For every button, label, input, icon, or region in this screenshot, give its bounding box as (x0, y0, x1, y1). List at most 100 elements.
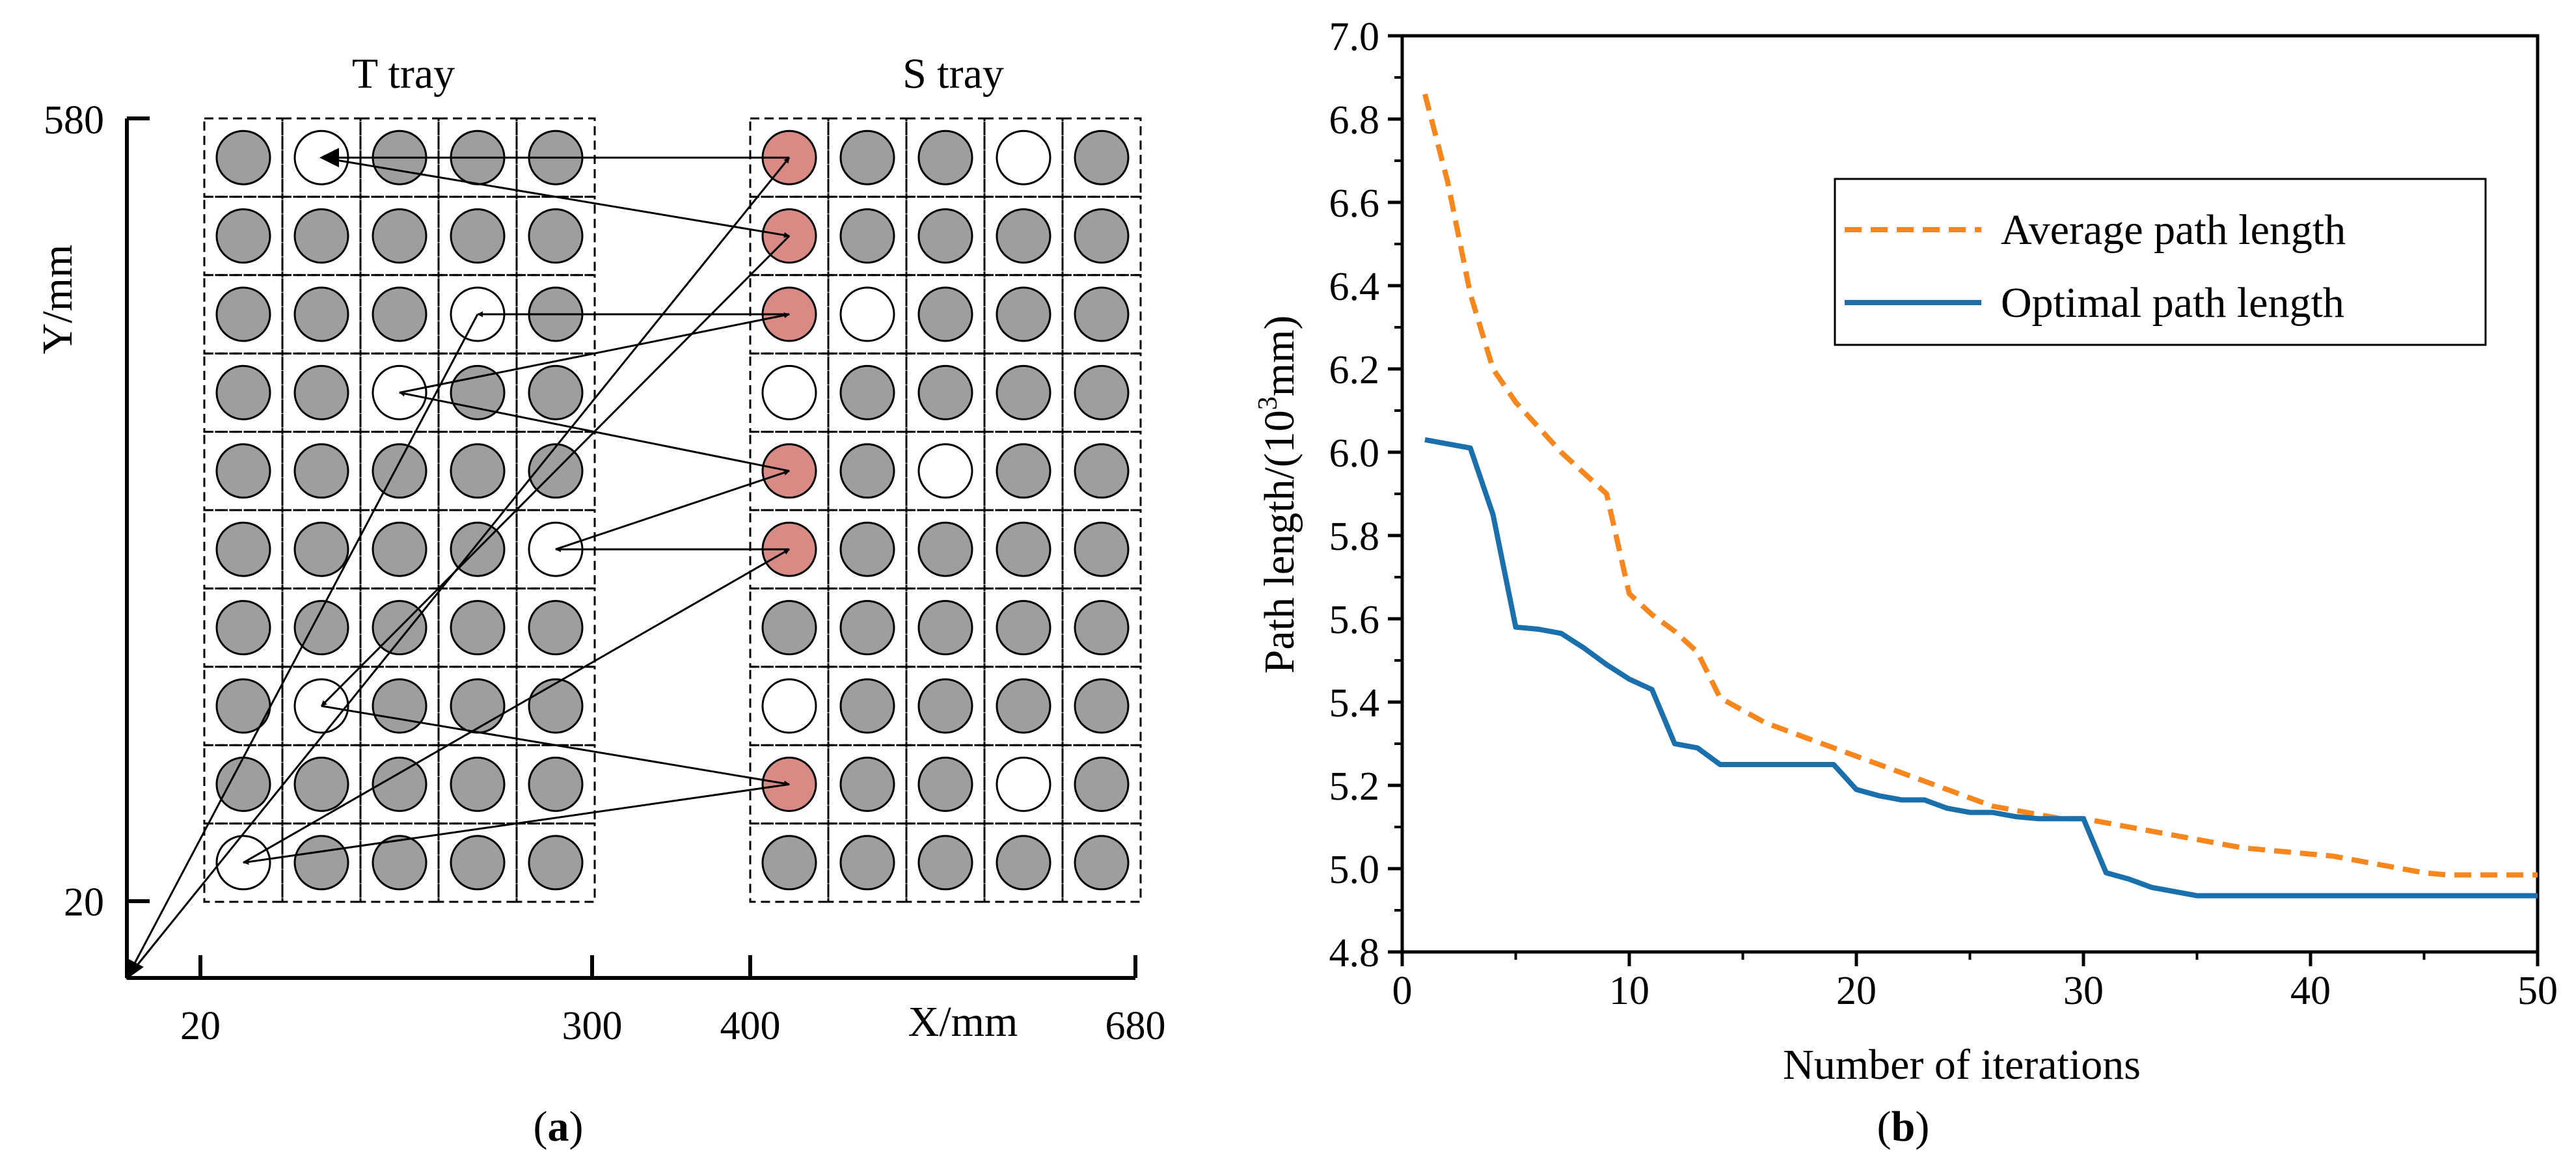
tray-s-hole-empty (761, 364, 817, 420)
y-tick-label: 7.0 (1329, 15, 1380, 59)
y-tick-label: 5.4 (1329, 681, 1380, 725)
tray-s-hole-filled (1074, 678, 1130, 734)
tray-t-cell (515, 195, 596, 277)
tray-t-hole-filled (528, 756, 584, 812)
path-arrow (243, 783, 790, 865)
tray-t-hole-filled (450, 443, 506, 499)
path-arrow (243, 548, 790, 864)
tray-t-hole-filled (215, 678, 271, 734)
caption-a: (a) (534, 1103, 584, 1150)
tray-t-label: T tray (352, 50, 455, 98)
tray-t-hole-filled (372, 443, 427, 499)
tray-s-hole-filled (996, 364, 1051, 420)
y-tick-label: 5.2 (1329, 765, 1380, 809)
caption-a-letter: a (548, 1103, 569, 1150)
tray-t-hole-filled (528, 835, 584, 891)
tray-t-hole-filled (293, 208, 349, 264)
path-arrow (126, 314, 479, 980)
tray-s-cell (1061, 352, 1142, 433)
tray-t-hole-filled (372, 756, 427, 812)
tray-s-cell (1061, 587, 1142, 668)
panel-a: T tray S tray 580 20 20 300 400 680 X/mm… (34, 50, 1166, 1150)
tray-s-hole-filled (917, 129, 973, 185)
tray-s-hole-filled (917, 364, 973, 420)
tray-t-hole-filled (450, 756, 506, 812)
tray-s-hole-filled (839, 678, 895, 734)
tray-t-cell (515, 744, 596, 825)
x-tick-label-400: 400 (720, 1004, 781, 1048)
y-tick-label: 6.6 (1329, 182, 1380, 226)
path-arrow (399, 390, 790, 472)
tray-s-hole-filled (839, 521, 895, 577)
x-ticks: 0 10 20 30 40 50 (1392, 952, 2558, 1013)
tray-s-hole-filled (839, 208, 895, 264)
x-tick-label: 40 (2290, 969, 2331, 1013)
tray-s-hole-filled (1074, 364, 1130, 420)
tray-t-hole-filled (450, 678, 506, 734)
tray-s-hole-filled (917, 756, 973, 812)
tray-s-hole-filled (839, 835, 895, 891)
tray-t-hole-filled (450, 208, 506, 264)
tray-s-hole-filled (996, 208, 1051, 264)
x-tick-label-300: 300 (562, 1004, 623, 1048)
path-arrow (399, 312, 790, 394)
x-tick-label: 30 (2063, 969, 2104, 1013)
y-tick-label-580: 580 (44, 98, 104, 142)
tray-t-hole-filled (215, 208, 271, 264)
tray-s-hole-empty (996, 756, 1051, 812)
tray-s-hole-filled (1074, 208, 1130, 264)
tray-s-hole-filled (996, 521, 1051, 577)
y-axis-label-b: Path length/(103mm) (1253, 316, 1303, 674)
tray-t-hole-filled (215, 129, 271, 185)
tray-s-hole-filled (1074, 129, 1130, 185)
legend: Average path length Optimal path length (1834, 178, 2487, 346)
tray-s-hole-filled (996, 600, 1051, 656)
x-axis-label-a: X/mm (908, 998, 1018, 1046)
tray-s-hole-filled (839, 129, 895, 185)
svg-text:(b): (b) (1877, 1103, 1930, 1150)
tray-s-hole-filled (1074, 600, 1130, 656)
tray-s-hole-empty (761, 678, 817, 734)
tray-t-hole-filled (215, 286, 271, 342)
tray-t-hole-filled (372, 286, 427, 342)
y-tick-label: 5.0 (1329, 848, 1380, 892)
tray-s-hole-filled (917, 600, 973, 656)
tray-s-hole-empty (996, 129, 1051, 185)
tray-t-hole-filled (215, 364, 271, 420)
legend-label-average: Average path length (2001, 206, 2346, 254)
tray-s-hole-filled (996, 678, 1051, 734)
x-tick-label: 0 (1392, 969, 1413, 1013)
tray-t-hole-filled (372, 208, 427, 264)
y-axis-label-post: mm) (1256, 316, 1303, 397)
x-tick-label: 10 (1609, 969, 1649, 1013)
path-arrow (555, 470, 790, 550)
x-tick-label: 20 (1836, 969, 1877, 1013)
y-tick-label: 6.8 (1329, 98, 1380, 142)
path-arrow (321, 705, 790, 787)
x-axis-label-b: Number of iterations (1783, 1041, 2141, 1089)
caption-b: (b) (1877, 1103, 1930, 1150)
y-tick-label: 6.4 (1329, 265, 1380, 309)
y-ticks: 4.8 5.0 5.2 5.4 5.6 5.8 6.0 6.2 6.4 6.6 6.8 7.0 (1329, 15, 1402, 975)
tray-s-hole-filled (996, 443, 1051, 499)
tray-s-hole-filled (839, 443, 895, 499)
tray-s-hole-filled (1074, 443, 1130, 499)
tray-t-cell (515, 822, 596, 903)
tray-t-hole-filled (372, 835, 427, 891)
tray-t-hole-filled (293, 600, 349, 656)
tray-s-hole-filled (839, 600, 895, 656)
svg-text:Path length/(103mm): Path length/(103mm) (1253, 316, 1303, 674)
panel-b: 4.8 5.0 5.2 5.4 5.6 5.8 6.0 6.2 6.4 6.6 6.8 7.0 0 10… (1253, 15, 2558, 1150)
tray-s-cell (1061, 431, 1142, 511)
tray-t-hole-filled (293, 835, 349, 891)
tray-t-hole-filled (450, 835, 506, 891)
tray-s-hole-filled (1074, 756, 1130, 812)
tray-s-hole-filled (917, 208, 973, 264)
tray-s-label: S tray (902, 50, 1004, 98)
tray-s-cell (1061, 666, 1142, 746)
tray-t-hole-filled (215, 443, 271, 499)
y-axis-label-pre: Path length/(10 (1256, 410, 1303, 673)
y-tick-label-20: 20 (64, 880, 104, 925)
tray-t-hole-filled (215, 600, 271, 656)
